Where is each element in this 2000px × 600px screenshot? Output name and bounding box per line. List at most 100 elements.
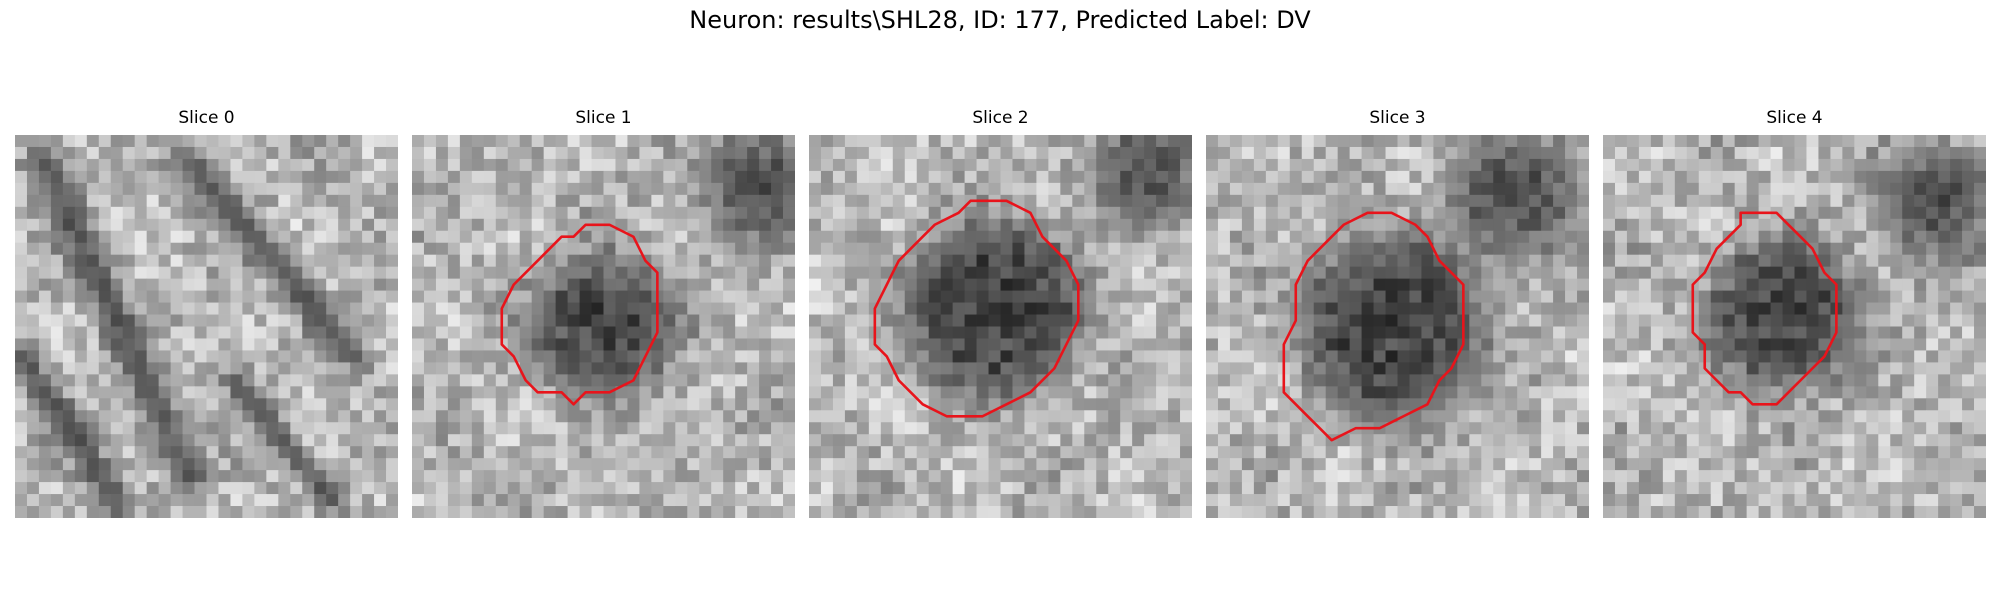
image-pixel [1722, 398, 1736, 411]
image-pixel [483, 254, 497, 268]
image-pixel [194, 482, 207, 495]
image-pixel [964, 314, 977, 327]
image-pixel [1794, 302, 1807, 315]
image-pixel [1277, 254, 1291, 268]
image-pixel [1421, 146, 1434, 160]
image-pixel [471, 254, 485, 268]
image-pixel [338, 350, 351, 363]
image-pixel [1445, 182, 1458, 196]
image-pixel [38, 206, 52, 220]
image-pixel [266, 422, 279, 435]
image-pixel [1974, 446, 1986, 459]
image-pixel [663, 350, 676, 363]
image-pixel [1144, 386, 1157, 399]
image-pixel [1120, 242, 1133, 256]
image-pixel [1253, 458, 1267, 471]
image-pixel [1938, 314, 1951, 327]
image-pixel [50, 218, 64, 232]
image-pixel [254, 422, 267, 435]
image-pixel [1722, 338, 1736, 351]
image-pixel [1565, 350, 1578, 363]
image-pixel [916, 290, 930, 303]
image-pixel [1493, 338, 1506, 351]
image-pixel [627, 158, 640, 172]
image-pixel [1012, 482, 1025, 495]
image-pixel [1206, 158, 1219, 172]
image-pixel [290, 242, 303, 256]
image-pixel [1229, 446, 1243, 459]
image-pixel [663, 362, 676, 375]
image-pixel [820, 278, 834, 291]
image-pixel [1505, 182, 1518, 196]
image-pixel [988, 434, 1001, 447]
image-pixel [988, 158, 1001, 172]
slice-image [1603, 135, 1986, 518]
image-pixel [1517, 458, 1530, 471]
image-pixel [892, 314, 906, 327]
image-pixel [1505, 266, 1518, 280]
image-pixel [483, 482, 497, 495]
image-pixel [892, 350, 906, 363]
image-pixel [182, 314, 195, 327]
image-pixel [338, 170, 351, 184]
image-pixel [1289, 482, 1303, 495]
image-pixel [1614, 374, 1628, 387]
image-pixel [170, 135, 183, 148]
image-pixel [1553, 410, 1566, 423]
image-pixel [122, 242, 136, 256]
image-pixel [651, 194, 664, 208]
image-pixel [254, 266, 267, 280]
image-pixel [194, 410, 207, 423]
image-pixel [711, 410, 724, 423]
image-pixel [278, 398, 291, 411]
image-pixel [1000, 266, 1013, 280]
image-pixel [1469, 410, 1482, 423]
image-pixel [651, 506, 664, 518]
image-pixel [38, 458, 52, 471]
image-pixel [1132, 422, 1145, 435]
image-pixel [1156, 458, 1169, 471]
image-pixel [1397, 326, 1410, 339]
image-pixel [1385, 506, 1398, 518]
image-pixel [1301, 458, 1315, 471]
image-pixel [1481, 230, 1494, 244]
image-pixel [1156, 266, 1169, 280]
image-pixel [735, 290, 748, 303]
image-pixel [916, 482, 930, 495]
image-pixel [1229, 350, 1243, 363]
image-pixel [639, 458, 652, 471]
image-pixel [952, 266, 965, 280]
image-pixel [1409, 146, 1422, 160]
image-pixel [916, 326, 930, 339]
image-pixel [1457, 146, 1470, 160]
image-pixel [747, 170, 760, 184]
image-pixel [1048, 194, 1061, 208]
image-pixel [158, 422, 171, 435]
image-pixel [699, 146, 712, 160]
image-pixel [844, 230, 858, 244]
image-pixel [86, 278, 100, 291]
image-pixel [86, 326, 100, 339]
image-pixel [1349, 482, 1362, 495]
image-pixel [603, 158, 616, 172]
image-pixel [1565, 230, 1578, 244]
image-pixel [1253, 314, 1267, 327]
image-pixel [1806, 386, 1819, 399]
image-pixel [1313, 314, 1327, 327]
image-pixel [206, 230, 219, 244]
image-pixel [675, 266, 688, 280]
image-pixel [1782, 422, 1795, 435]
image-pixel [1132, 446, 1145, 459]
image-pixel [1036, 338, 1049, 351]
image-pixel [38, 326, 52, 339]
image-pixel [1782, 434, 1795, 447]
image-pixel [976, 506, 989, 518]
image-pixel [1409, 446, 1422, 459]
image-pixel [1206, 446, 1219, 459]
image-pixel [278, 182, 291, 196]
image-pixel [242, 422, 255, 435]
image-pixel [687, 266, 700, 280]
image-pixel [1144, 146, 1157, 160]
image-pixel [1926, 398, 1939, 411]
image-pixel [122, 314, 136, 327]
